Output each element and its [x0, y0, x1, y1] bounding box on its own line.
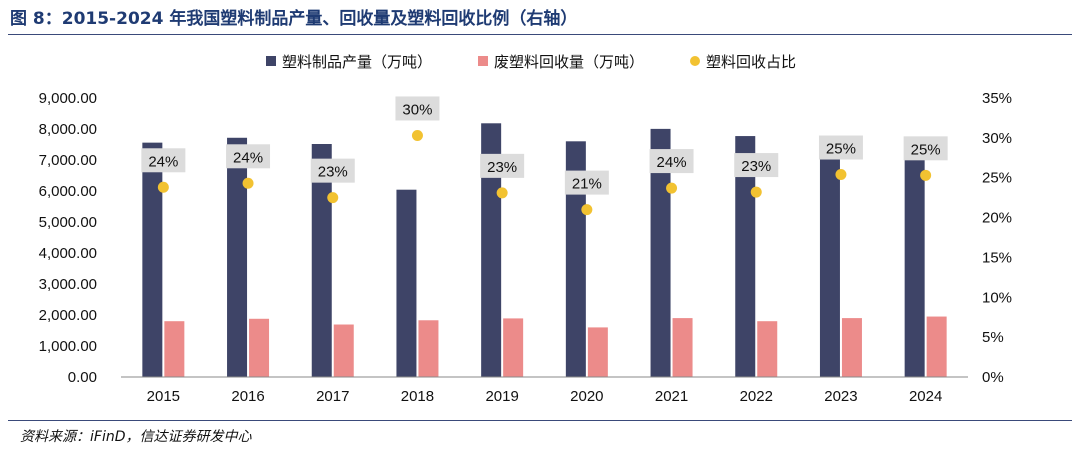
left-axis-tick-label: 1,000.00 [39, 338, 97, 355]
ratio-data-label: 24% [148, 153, 178, 170]
left-axis-tick-label: 9,000.00 [39, 90, 97, 107]
recycling-bar [587, 327, 608, 377]
legend-swatch [266, 56, 276, 66]
recycling-bar [418, 320, 439, 377]
production-bar [650, 128, 671, 377]
right-axis-tick-label: 20% [982, 210, 1012, 227]
recycling-bar [249, 318, 270, 377]
chart-legend: 塑料制品产量（万吨） 废塑料回收量（万吨） 塑料回收占比 [266, 53, 796, 71]
right-axis: 0% 5% 10% 15% 20% 25% 30% 35% [982, 90, 1012, 386]
x-axis-tick-label: 2018 [401, 388, 434, 405]
x-axis-tick-label: 2021 [655, 388, 688, 405]
x-axis-tick-label: 2020 [570, 388, 603, 405]
ratio-point [157, 181, 169, 193]
left-axis-tick-label: 2,000.00 [39, 307, 97, 324]
ratio-data-label: 23% [487, 159, 517, 176]
right-axis-tick-label: 25% [982, 170, 1012, 187]
ratio-data-label: 25% [826, 141, 856, 158]
recycling-bar [926, 316, 947, 377]
ratio-label-box [564, 170, 609, 195]
production-bar [565, 141, 586, 377]
source-note: 资料来源：iFinD，信达证券研发中心 [20, 429, 252, 445]
ratio-point [750, 186, 762, 198]
ratio-label-box [395, 96, 440, 121]
bar-series-group [142, 123, 947, 378]
ratio-label-box [818, 135, 863, 160]
production-bar [819, 144, 840, 377]
ratio-point [920, 169, 932, 181]
ratio-label-box [649, 149, 694, 174]
ratio-data-label: 24% [657, 154, 687, 171]
x-axis-tick-label: 2019 [485, 388, 518, 405]
right-axis-tick-label: 15% [982, 249, 1012, 266]
legend-swatch [478, 56, 488, 66]
ratio-data-label: 23% [318, 164, 348, 181]
recycling-bar [757, 321, 778, 377]
ratio-data-label: 24% [233, 149, 263, 166]
ratio-label-box [226, 144, 271, 169]
ratio-series-group: 24% 24% 23% 30% 23% 21% 24% 23% 25% 25% [141, 96, 948, 216]
left-axis-tick-label: 0.00 [68, 369, 97, 386]
ratio-data-label: 30% [402, 101, 432, 118]
ratio-point [242, 177, 254, 189]
left-axis: 0.00 1,000.00 2,000.00 3,000.00 4,000.00 5,00… [39, 90, 97, 386]
right-axis-tick-label: 35% [982, 90, 1012, 107]
production-bar [481, 123, 502, 378]
production-bar [904, 144, 925, 377]
left-axis-tick-label: 4,000.00 [39, 245, 97, 262]
ratio-point [411, 129, 423, 141]
left-axis-tick-label: 5,000.00 [39, 214, 97, 231]
right-axis-tick-label: 0% [982, 369, 1004, 386]
ratio-point [496, 187, 508, 199]
right-axis-tick-label: 5% [982, 329, 1004, 346]
legend-swatch [690, 56, 700, 66]
left-axis-tick-label: 7,000.00 [39, 152, 97, 169]
recycling-bar [164, 321, 185, 377]
ratio-label-box [480, 153, 525, 178]
recycling-bar [841, 318, 862, 377]
ratio-data-label: 21% [572, 176, 602, 193]
ratio-point [666, 182, 678, 194]
right-axis-tick-label: 30% [982, 130, 1012, 147]
x-axis-tick-label: 2017 [316, 388, 349, 405]
figure-title: 图 8：2015-2024 年我国塑料制品产量、回收量及塑料回收比例（右轴） [10, 9, 578, 29]
title-rule [8, 34, 1072, 35]
ratio-point [581, 204, 593, 216]
ratio-label-box [734, 153, 779, 178]
recycling-bar [503, 318, 524, 377]
production-bar [142, 142, 163, 377]
legend-label: 废塑料回收量（万吨） [494, 53, 644, 71]
production-bar [735, 136, 756, 377]
ratio-point [327, 192, 339, 204]
x-axis-tick-label: 2016 [231, 388, 264, 405]
ratio-label-box [310, 158, 355, 183]
ratio-label-box [903, 136, 948, 161]
x-axis-tick-label: 2023 [824, 388, 857, 405]
production-bar [396, 189, 417, 377]
recycling-bar [672, 318, 693, 377]
legend-label: 塑料回收占比 [706, 53, 796, 71]
x-axis-tick-label: 2024 [909, 388, 942, 405]
ratio-point [835, 169, 847, 181]
source-rule [8, 420, 1072, 421]
left-axis-tick-label: 6,000.00 [39, 183, 97, 200]
ratio-label-box [141, 148, 186, 173]
right-axis-tick-label: 10% [982, 289, 1012, 306]
production-bar [311, 144, 332, 377]
production-bar [227, 137, 248, 377]
ratio-data-label: 25% [911, 141, 941, 158]
chart-canvas: 塑料制品产量（万吨） 废塑料回收量（万吨） 塑料回收占比 0.00 1,000.00 2… [39, 53, 1012, 405]
recycling-bar [333, 324, 354, 377]
x-axis-tick-label: 2022 [740, 388, 773, 405]
ratio-data-label: 23% [741, 158, 771, 175]
left-axis-tick-label: 3,000.00 [39, 276, 97, 293]
x-axis-tick-label: 2015 [147, 388, 180, 405]
x-axis: 2015 2016 2017 2018 2019 2020 2021 2022 2023 2024 [121, 376, 968, 405]
left-axis-tick-label: 8,000.00 [39, 121, 97, 138]
legend-label: 塑料制品产量（万吨） [282, 53, 432, 71]
